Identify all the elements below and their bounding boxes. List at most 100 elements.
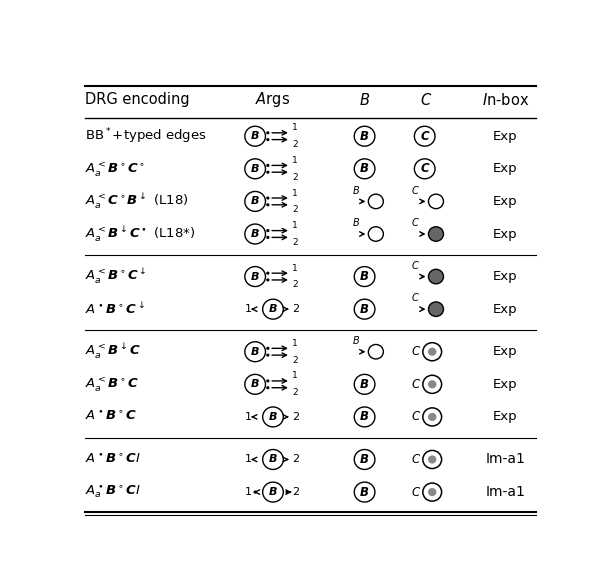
Text: $A_a^{<}\boldsymbol{B}^\downarrow\boldsymbol{C}^\bullet$ (L18*): $A_a^{<}\boldsymbol{B}^\downarrow\boldsy… [85, 224, 195, 243]
Text: $\mathbf{\mathit{B}}$: $\mathbf{\mathit{B}}$ [359, 92, 370, 108]
Circle shape [355, 482, 375, 502]
Text: Im-a1: Im-a1 [485, 485, 525, 499]
Circle shape [262, 449, 284, 469]
Text: B: B [251, 229, 259, 239]
Circle shape [355, 159, 375, 179]
Text: $A_a^{<}\boldsymbol{B}^\downarrow\boldsymbol{C}$: $A_a^{<}\boldsymbol{B}^\downarrow\boldsy… [85, 342, 141, 362]
Text: B: B [360, 486, 369, 499]
Circle shape [355, 266, 375, 286]
Text: B: B [251, 196, 259, 206]
Text: B: B [360, 270, 369, 283]
Circle shape [415, 126, 435, 146]
Circle shape [355, 449, 375, 469]
Text: C: C [421, 130, 429, 143]
Circle shape [266, 386, 270, 389]
Text: B: B [360, 162, 369, 175]
Circle shape [428, 269, 444, 284]
Text: B: B [268, 455, 278, 465]
Circle shape [355, 407, 375, 427]
Circle shape [266, 171, 270, 174]
Text: 1: 1 [245, 304, 252, 314]
Circle shape [245, 375, 265, 395]
Text: 1: 1 [292, 339, 298, 348]
Circle shape [428, 455, 436, 463]
Text: $A^\bullet\boldsymbol{B}^\circ\boldsymbol{C}$: $A^\bullet\boldsymbol{B}^\circ\boldsymbo… [85, 410, 137, 423]
Circle shape [262, 407, 284, 427]
Circle shape [368, 345, 384, 359]
Text: $A^\bullet_a\boldsymbol{B}^\circ\boldsymbol{C}I$: $A^\bullet_a\boldsymbol{B}^\circ\boldsym… [85, 484, 141, 500]
Text: B: B [268, 487, 278, 497]
Text: B: B [360, 410, 369, 423]
Circle shape [423, 408, 442, 426]
Text: $\mathit{C}$: $\mathit{C}$ [411, 486, 421, 499]
Circle shape [368, 194, 384, 209]
Text: Exp: Exp [493, 130, 518, 143]
Text: $\mathit{B}$: $\mathit{B}$ [352, 183, 360, 196]
Text: BB$^*$+typed edges: BB$^*$+typed edges [85, 126, 207, 146]
Text: $\mathit{C}$: $\mathit{C}$ [411, 259, 420, 270]
Text: B: B [360, 378, 369, 391]
Text: $\mathit{C}$: $\mathit{C}$ [411, 183, 420, 196]
Text: Exp: Exp [493, 162, 518, 175]
Text: B: B [268, 304, 278, 314]
Text: B: B [251, 131, 259, 141]
Text: Im-a1: Im-a1 [485, 453, 525, 466]
Text: $\mathit{B}$: $\mathit{B}$ [352, 334, 360, 346]
Circle shape [245, 159, 265, 179]
Circle shape [415, 159, 435, 179]
Text: $\mathit{C}$: $\mathit{C}$ [411, 291, 420, 303]
Text: 2: 2 [292, 205, 298, 214]
Text: 2: 2 [292, 280, 298, 289]
Circle shape [355, 375, 375, 395]
Text: 1: 1 [292, 263, 298, 273]
Circle shape [285, 490, 288, 494]
Circle shape [266, 236, 270, 239]
Circle shape [355, 126, 375, 146]
Text: B: B [360, 303, 369, 316]
Circle shape [428, 488, 436, 496]
Text: 2: 2 [292, 388, 298, 397]
Text: $A_a^{<}\boldsymbol{B}^\circ\boldsymbol{C}^\circ$: $A_a^{<}\boldsymbol{B}^\circ\boldsymbol{… [85, 160, 145, 178]
Circle shape [266, 164, 270, 167]
Text: $\mathit{C}$: $\mathit{C}$ [411, 345, 421, 358]
Circle shape [266, 196, 270, 199]
Circle shape [428, 413, 436, 421]
Circle shape [266, 347, 270, 350]
Circle shape [253, 490, 257, 494]
Circle shape [423, 483, 442, 501]
Text: $\mathit{A}$rgs: $\mathit{A}$rgs [256, 91, 290, 109]
Circle shape [245, 126, 265, 146]
Circle shape [428, 348, 436, 356]
Text: $\mathbf{\mathit{C}}$: $\mathbf{\mathit{C}}$ [419, 92, 431, 108]
Text: 1: 1 [245, 455, 252, 465]
Text: B: B [268, 412, 278, 422]
Text: 2: 2 [292, 356, 298, 365]
Text: B: B [251, 379, 259, 389]
Text: 1: 1 [292, 372, 298, 380]
Text: 1: 1 [245, 487, 252, 497]
Text: 1: 1 [292, 156, 298, 165]
Text: 2: 2 [292, 455, 299, 465]
Text: B: B [251, 272, 259, 282]
Text: 1: 1 [292, 123, 298, 132]
Text: Exp: Exp [493, 270, 518, 283]
Text: Exp: Exp [493, 195, 518, 208]
Text: 1: 1 [245, 412, 252, 422]
Circle shape [266, 131, 270, 135]
Text: 2: 2 [292, 487, 299, 497]
Circle shape [245, 266, 265, 286]
Circle shape [355, 299, 375, 319]
Circle shape [266, 203, 270, 206]
Circle shape [368, 227, 384, 241]
Text: B: B [251, 347, 259, 357]
Circle shape [245, 192, 265, 211]
Text: 2: 2 [292, 412, 299, 422]
Circle shape [428, 380, 436, 389]
Circle shape [423, 375, 442, 393]
Text: $A_a^{<}\boldsymbol{B}^\circ\boldsymbol{C}^\downarrow$: $A_a^{<}\boldsymbol{B}^\circ\boldsymbol{… [85, 267, 147, 286]
Text: 1: 1 [292, 221, 298, 230]
Circle shape [428, 227, 444, 241]
Text: $\mathit{C}$: $\mathit{C}$ [411, 216, 420, 228]
Text: 2: 2 [292, 238, 298, 247]
Text: B: B [360, 130, 369, 143]
